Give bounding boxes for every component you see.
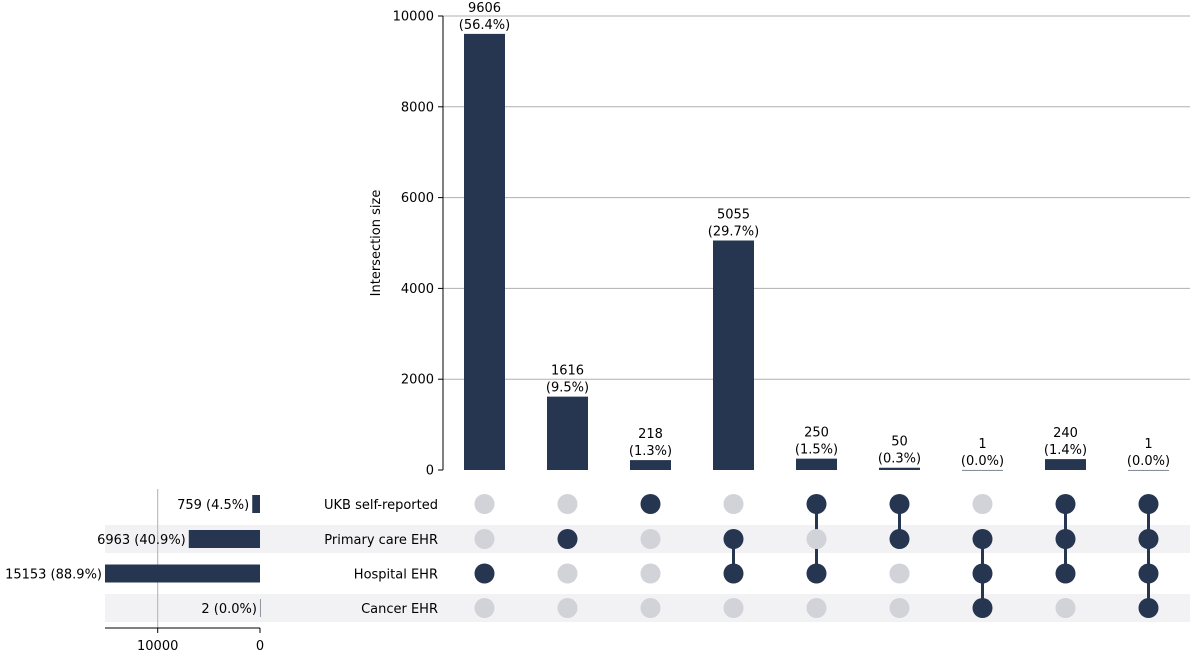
set-name-label: Cancer EHR [361,602,438,617]
matrix-dot-inactive [557,598,578,618]
matrix-dot-active [806,563,827,584]
matrix-dot-active [806,494,827,514]
bar-count-label: 50 [891,435,908,450]
intersection-bar [464,33,505,470]
y-tick-label: 2000 [401,373,434,388]
matrix-dot-inactive [557,563,578,584]
matrix-dot-inactive [972,494,993,514]
intersection-bar [630,460,671,470]
matrix-dot-inactive [1055,598,1076,618]
matrix-dot-inactive [640,598,661,618]
matrix-dot-active [972,529,993,549]
y-tick-label: 10000 [393,10,434,25]
set-name-label: Primary care EHR [324,533,438,548]
matrix-dot-active [1055,563,1076,584]
set-size-bar [188,530,260,548]
matrix-dot-active [972,598,993,618]
matrix-dot-active [640,494,661,514]
matrix-dot-inactive [723,494,744,514]
matrix-dot-inactive [474,529,495,549]
bar-count-label: 5055 [717,208,750,223]
matrix-dot-active [474,563,495,584]
matrix-dot-active [557,529,578,549]
bar-count-label: 240 [1053,426,1078,441]
bar-percent-label: (56.4%) [459,18,510,33]
y-axis-label: Intersection size [369,190,384,297]
bar-count-label: 1 [978,437,986,452]
bar-count-label: 218 [638,427,663,442]
matrix-dot-active [1055,494,1076,514]
matrix-dot-inactive [640,529,661,549]
y-tick-label: 8000 [401,100,434,115]
matrix-dot-inactive [474,598,495,618]
matrix-dot-active [723,529,744,549]
bar-count-label: 1616 [551,364,584,379]
y-tick-label: 4000 [401,282,434,297]
bar-percent-label: (0.0%) [961,454,1004,469]
bar-percent-label: (0.3%) [878,452,921,467]
matrix-dot-inactive [889,598,910,618]
matrix-dot-active [1138,529,1159,549]
matrix-dot-active [1138,563,1159,584]
set-size-bar [105,564,260,583]
set-size-label: 2 (0.0%) [201,602,257,617]
set-name-label: Hospital EHR [354,568,438,583]
intersection-bar [879,467,920,470]
intersection-bar [962,469,1003,471]
matrix-dot-inactive [723,598,744,618]
matrix-dot-inactive [806,529,827,549]
bar-count-label: 250 [804,426,829,441]
intersection-bar [796,458,837,470]
matrix-dot-inactive [557,494,578,514]
set-name-label: UKB self-reported [324,498,438,513]
matrix-dot-active [972,563,993,584]
bar-count-label: 1 [1144,437,1152,452]
y-tick-label: 0 [426,464,434,479]
set-size-label: 6963 (40.9%) [97,533,186,548]
matrix-dot-active [723,563,744,584]
set-size-bar [252,495,260,513]
set-size-label: 15153 (88.9%) [5,568,102,583]
matrix-dot-active [889,494,910,514]
intersection-bar [1128,469,1169,471]
matrix-dot-active [1138,598,1159,618]
set-size-x-tick-label: 10000 [137,639,178,652]
matrix-dot-inactive [806,598,827,618]
bar-percent-label: (1.4%) [1044,443,1087,458]
set-size-label: 759 (4.5%) [177,498,249,513]
set-size-bar [259,599,261,617]
bar-percent-label: (0.0%) [1127,454,1170,469]
matrix-dot-active [1055,529,1076,549]
matrix-dot-inactive [474,494,495,514]
bar-percent-label: (1.5%) [795,443,838,458]
set-size-x-tick-label: 0 [256,639,264,652]
matrix-dot-active [1138,494,1159,514]
intersection-bar [713,240,754,470]
bar-percent-label: (9.5%) [546,381,589,396]
matrix-dot-inactive [640,563,661,584]
matrix-dot-inactive [889,563,910,584]
intersection-bar [547,396,588,470]
matrix-dot-active [889,529,910,549]
y-tick-label: 6000 [401,191,434,206]
intersection-bar [1045,459,1086,470]
bar-count-label: 9606 [468,1,501,16]
bar-percent-label: (1.3%) [629,444,672,459]
bar-percent-label: (29.7%) [708,225,759,240]
